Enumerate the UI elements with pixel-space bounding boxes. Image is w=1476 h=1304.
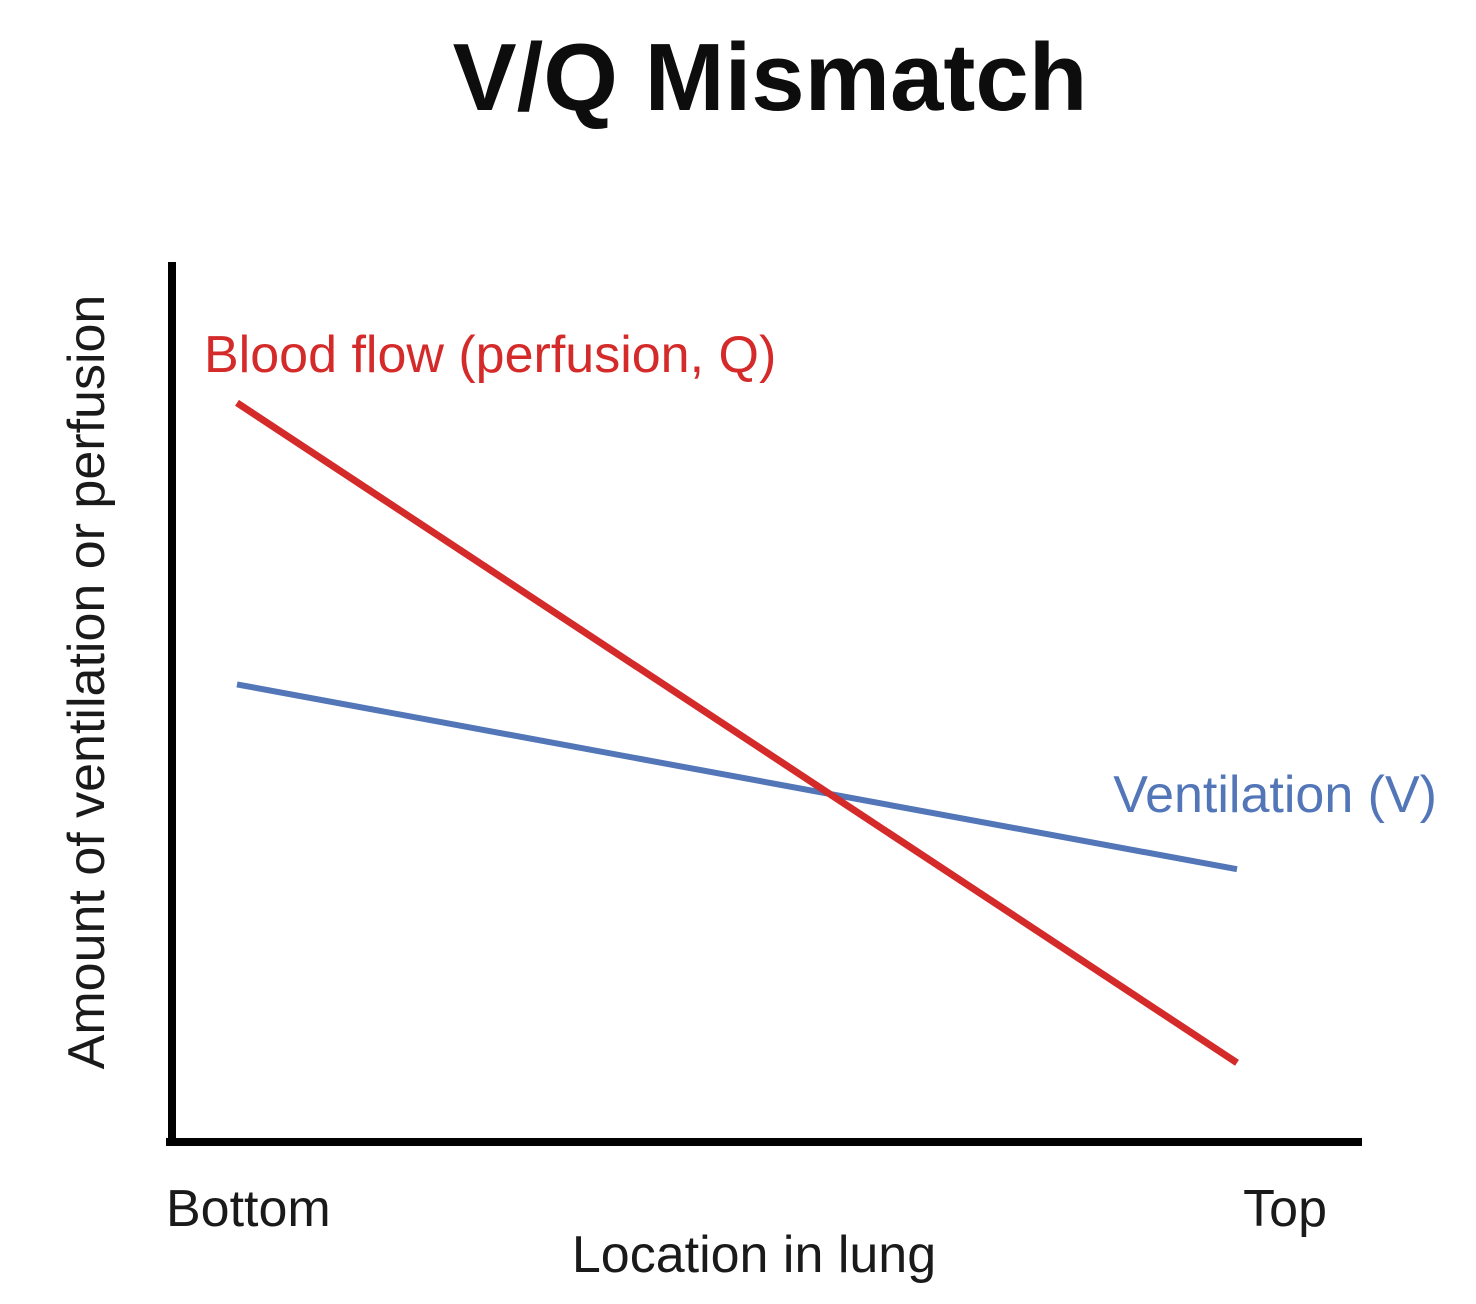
series-label-blood-flow: Blood flow (perfusion, Q) <box>204 326 776 384</box>
series-label-ventilation: Ventilation (V) <box>1113 766 1437 824</box>
ventilation-line <box>236 681 1238 873</box>
chart-title: V/Q Mismatch <box>453 24 1088 131</box>
series-layer <box>235 399 1239 1066</box>
x-tick-label-top: Top <box>1243 1180 1327 1238</box>
x-axis-label: Location in lung <box>572 1226 936 1284</box>
x-tick-label-bottom: Bottom <box>166 1180 331 1238</box>
blood-flow-line <box>235 399 1239 1066</box>
y-axis-label: Amount of ventilation or perfusion <box>58 295 116 1070</box>
